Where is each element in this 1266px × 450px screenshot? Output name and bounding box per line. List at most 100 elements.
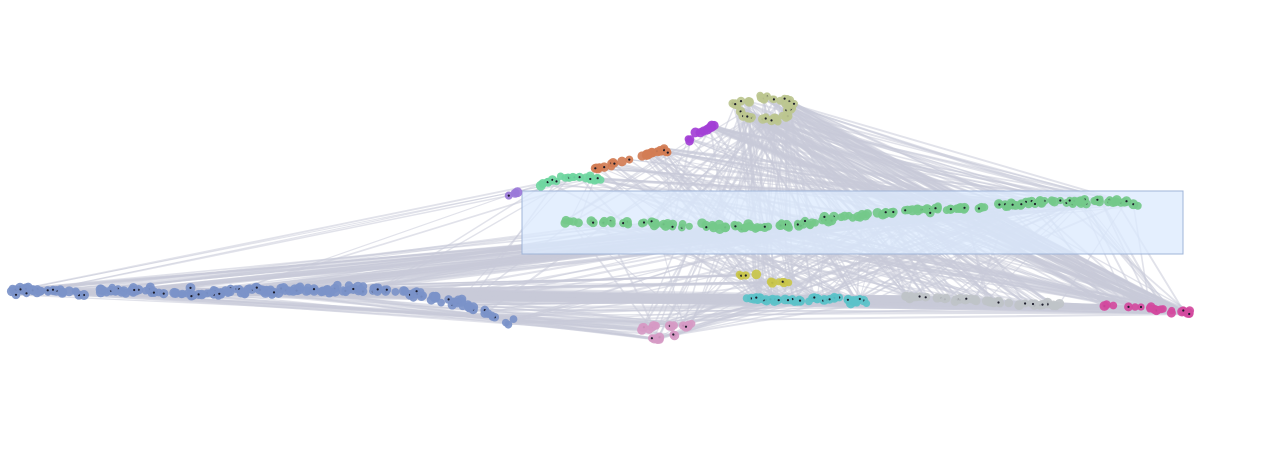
graph-node[interactable]	[687, 319, 696, 328]
graph-node[interactable]	[1071, 198, 1079, 206]
graph-node[interactable]	[1014, 300, 1025, 311]
graph-node[interactable]	[1004, 203, 1012, 211]
cluster-pink[interactable]	[637, 319, 696, 345]
graph-node[interactable]	[464, 302, 475, 313]
graph-node[interactable]	[669, 321, 678, 330]
graph-node[interactable]	[862, 299, 871, 308]
graph-node[interactable]	[400, 286, 410, 296]
graph-node[interactable]	[1153, 305, 1162, 315]
graph-node[interactable]	[487, 311, 496, 320]
graph-node[interactable]	[169, 287, 180, 298]
graph-node[interactable]	[913, 205, 923, 216]
graph-node[interactable]	[509, 315, 518, 323]
graph-node[interactable]	[742, 294, 751, 303]
graph-node[interactable]	[857, 209, 867, 220]
cluster-gray[interactable]	[901, 291, 1065, 311]
graph-node[interactable]	[333, 280, 342, 290]
graph-node[interactable]	[431, 291, 441, 301]
graph-node[interactable]	[1133, 201, 1142, 210]
graph-node[interactable]	[23, 282, 33, 292]
graph-node[interactable]	[1112, 197, 1121, 206]
graph-node[interactable]	[1004, 298, 1014, 308]
graph-node[interactable]	[653, 335, 663, 345]
graph-node[interactable]	[932, 293, 942, 303]
graph-node[interactable]	[199, 290, 208, 299]
graph-node[interactable]	[686, 135, 695, 143]
graph-node[interactable]	[568, 172, 577, 182]
graph-node[interactable]	[740, 223, 750, 233]
graph-node[interactable]	[1131, 303, 1139, 311]
cluster-violet[interactable]	[504, 187, 523, 200]
graph-node[interactable]	[970, 295, 979, 305]
graph-node[interactable]	[617, 156, 627, 167]
graph-node[interactable]	[649, 221, 659, 231]
graph-node[interactable]	[785, 223, 793, 232]
graph-node[interactable]	[695, 128, 705, 138]
graph-node[interactable]	[1146, 305, 1154, 313]
graph-node[interactable]	[845, 211, 853, 220]
graph-node[interactable]	[511, 188, 520, 197]
graph-node[interactable]	[223, 287, 232, 296]
graph-node[interactable]	[906, 205, 914, 214]
graph-node[interactable]	[338, 286, 348, 296]
graph-node[interactable]	[852, 298, 861, 307]
graph-node[interactable]	[781, 112, 791, 122]
graph-node[interactable]	[344, 281, 354, 290]
graph-node[interactable]	[1109, 301, 1118, 310]
graph-node[interactable]	[660, 220, 671, 231]
graph-node[interactable]	[238, 287, 248, 297]
cluster-cyan[interactable]	[742, 292, 871, 309]
cluster-teal-green[interactable]	[535, 171, 605, 191]
graph-node[interactable]	[1037, 199, 1046, 208]
cluster-blue[interactable]	[6, 280, 518, 329]
graph-node[interactable]	[556, 172, 565, 180]
graph-node[interactable]	[747, 222, 756, 231]
graph-node[interactable]	[207, 289, 215, 297]
graph-node[interactable]	[35, 286, 45, 296]
graph-node[interactable]	[705, 123, 715, 133]
graph-node[interactable]	[784, 101, 794, 111]
graph-node[interactable]	[744, 97, 753, 106]
graph-node[interactable]	[1166, 308, 1176, 318]
graph-node[interactable]	[449, 297, 459, 307]
graph-node[interactable]	[774, 118, 782, 126]
graph-node[interactable]	[1051, 301, 1061, 311]
graph-node[interactable]	[980, 203, 989, 212]
graph-node[interactable]	[775, 220, 785, 230]
graph-node[interactable]	[501, 318, 510, 327]
cluster-yellow[interactable]	[735, 269, 793, 288]
graph-node[interactable]	[295, 282, 305, 291]
graph-node[interactable]	[685, 222, 693, 230]
cluster-olive[interactable]	[728, 91, 798, 126]
graph-node[interactable]	[1102, 300, 1111, 309]
graph-node[interactable]	[641, 150, 652, 160]
graph-node[interactable]	[648, 321, 659, 331]
graph-node[interactable]	[784, 279, 793, 287]
graph-node[interactable]	[751, 269, 762, 280]
graph-node[interactable]	[409, 293, 418, 302]
graph-node[interactable]	[566, 217, 574, 225]
graph-node[interactable]	[950, 297, 960, 306]
graph-node[interactable]	[905, 291, 916, 302]
cluster-magenta[interactable]	[1099, 300, 1195, 318]
graph-node[interactable]	[608, 219, 616, 228]
graph-node[interactable]	[807, 218, 817, 227]
graph-node[interactable]	[623, 220, 633, 229]
graph-node[interactable]	[355, 285, 366, 295]
graph-node[interactable]	[767, 294, 778, 305]
graph-node[interactable]	[141, 287, 150, 295]
graph-node[interactable]	[391, 287, 400, 296]
graph-node[interactable]	[95, 284, 106, 295]
graph-node[interactable]	[1048, 197, 1057, 206]
graph-node[interactable]	[872, 208, 883, 218]
graph-node[interactable]	[678, 220, 687, 228]
graph-node[interactable]	[71, 287, 80, 296]
graph-node[interactable]	[57, 288, 68, 298]
graph-node[interactable]	[279, 283, 289, 293]
cluster-orange[interactable]	[590, 144, 672, 174]
graph-node[interactable]	[437, 298, 445, 307]
cluster-green[interactable]	[560, 195, 1142, 234]
graph-node[interactable]	[600, 216, 609, 226]
graph-node[interactable]	[321, 285, 332, 296]
